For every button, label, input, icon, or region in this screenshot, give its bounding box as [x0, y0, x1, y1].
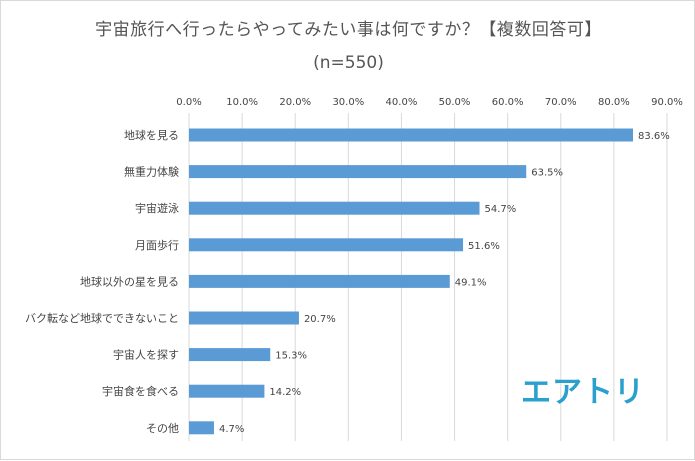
chart-subtitle: (n=550)	[313, 53, 384, 73]
category-label: 月面歩行	[135, 238, 179, 252]
data-label: 14.2%	[269, 387, 301, 398]
x-tick-label: 20.0%	[279, 97, 311, 108]
x-tick-label: 90.0%	[651, 97, 683, 108]
bar	[189, 165, 527, 179]
data-label: 83.6%	[638, 131, 670, 142]
data-label: 49.1%	[455, 277, 487, 288]
bar	[189, 421, 214, 435]
data-label: 4.7%	[219, 424, 244, 435]
category-label: その他	[146, 422, 179, 435]
bar	[189, 201, 480, 215]
category-label: 宇宙食を食べる	[102, 384, 179, 398]
bar	[189, 348, 271, 362]
x-tick-label: 70.0%	[545, 97, 577, 108]
data-label: 15.3%	[275, 351, 307, 362]
bar	[189, 128, 634, 142]
x-tick-label: 60.0%	[492, 97, 524, 108]
bar	[189, 238, 464, 252]
chart-title: 宇宙旅行へ行ったらやってみたい事は何ですか？【複数回答可】	[95, 20, 602, 40]
category-label: 無重力体験	[124, 165, 179, 179]
data-label: 54.7%	[485, 204, 517, 215]
x-tick-label: 30.0%	[332, 97, 364, 108]
bar	[189, 274, 450, 288]
data-label: 51.6%	[468, 241, 500, 252]
bar	[189, 384, 265, 398]
x-tick-label: 80.0%	[598, 97, 630, 108]
airtrip-logo: エアトリ	[521, 375, 645, 410]
category-label: 宇宙人を探す	[113, 348, 179, 362]
x-tick-label: 40.0%	[386, 97, 418, 108]
category-label: バク転など地球でできないこと	[25, 311, 179, 325]
data-label: 20.7%	[304, 314, 336, 325]
data-label: 63.5%	[531, 168, 563, 179]
category-label: 地球以外の星を見る	[80, 274, 179, 288]
x-tick-label: 10.0%	[226, 97, 258, 108]
category-label: 宇宙遊泳	[135, 201, 179, 215]
category-label: 地球を見る	[124, 128, 179, 142]
bar	[189, 311, 299, 325]
x-tick-label: 50.0%	[439, 97, 471, 108]
x-tick-label: 0.0%	[176, 97, 201, 108]
